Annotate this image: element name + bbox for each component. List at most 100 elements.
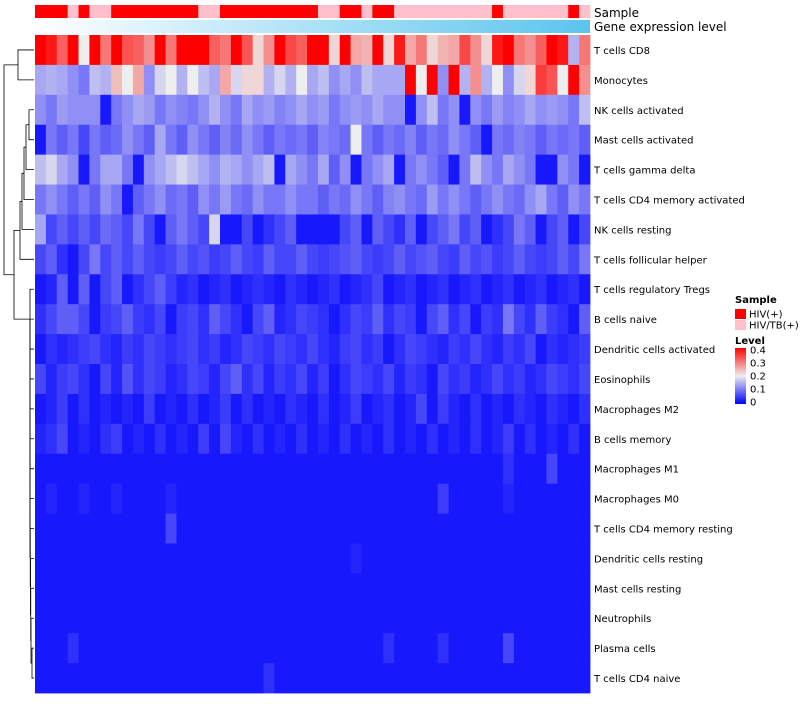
heatmap-cell	[252, 513, 264, 544]
heatmap-cell	[274, 423, 286, 455]
heatmap-cell	[535, 393, 547, 425]
heatmap-cell	[448, 423, 460, 455]
heatmap-cell	[56, 184, 69, 215]
heatmap-cell	[89, 274, 101, 305]
heatmap-cell	[307, 633, 319, 664]
heatmap-cell	[307, 304, 319, 335]
heatmap-cell	[502, 334, 515, 365]
row-dendrogram	[3, 49, 34, 679]
heatmap-cell	[437, 154, 449, 185]
heatmap-cell	[285, 154, 297, 185]
heatmap-cell	[35, 274, 47, 305]
heatmap-cell	[394, 124, 406, 156]
heatmap-cell	[89, 453, 101, 485]
heatmap-cell	[502, 184, 515, 215]
heatmap-cell	[481, 64, 493, 96]
heatmap-cell	[437, 543, 449, 574]
heatmap-cell	[296, 94, 308, 126]
heatmap-cell	[502, 603, 515, 634]
heatmap-cell	[492, 244, 504, 275]
heatmap-cell	[426, 423, 439, 455]
heatmap-cell	[307, 214, 319, 245]
heatmap-cell	[132, 573, 145, 604]
heatmap-cell	[568, 274, 580, 305]
legend-tick-label: 0	[750, 398, 756, 409]
heatmap-cell	[470, 154, 482, 185]
heatmap-cell	[241, 244, 254, 275]
heatmap-cell	[448, 543, 460, 574]
heatmap-cell	[176, 663, 188, 694]
sample-annotation-cell	[274, 5, 286, 18]
heatmap-cell	[35, 334, 47, 365]
heatmap-cell	[535, 543, 547, 574]
heatmap-cell	[448, 35, 460, 66]
heatmap-cell	[307, 124, 319, 156]
heatmap-cell	[546, 64, 558, 96]
heatmap-cell	[317, 184, 330, 215]
heatmap-cell	[100, 94, 112, 126]
heatmap-cell	[535, 573, 547, 604]
heatmap-cell	[165, 124, 177, 156]
heatmap-cell	[122, 364, 134, 395]
heatmap-cell	[35, 393, 47, 425]
heatmap-cell	[56, 393, 69, 425]
heatmap-cell	[285, 184, 297, 215]
heatmap-cell	[557, 663, 569, 694]
heatmap-cell	[546, 633, 558, 664]
heatmap-cell	[263, 214, 275, 245]
heatmap-cell	[198, 423, 210, 455]
heatmap-cell	[263, 513, 275, 544]
heatmap-cell	[45, 124, 58, 156]
heatmap-cell	[89, 214, 101, 245]
heatmap-cell	[546, 513, 558, 544]
heatmap-cell	[143, 663, 156, 694]
heatmap-cell	[437, 483, 449, 514]
heatmap-cell	[459, 483, 471, 514]
heatmap-cell	[296, 64, 308, 96]
heatmap-cell	[448, 124, 460, 156]
heatmap-cell	[524, 483, 536, 514]
heatmap-cell	[394, 364, 406, 395]
heatmap-cell	[307, 244, 319, 275]
heatmap-cell	[263, 393, 275, 425]
heatmap-cell	[361, 573, 373, 604]
heatmap-cell	[35, 304, 47, 335]
heatmap-cell	[415, 633, 428, 664]
heatmap-cell	[546, 94, 558, 126]
heatmap-cell	[220, 184, 232, 215]
heatmap-cell	[361, 364, 373, 395]
row-label: Macrophages M2	[594, 405, 679, 416]
heatmap-cell	[241, 334, 254, 365]
heatmap-cell	[230, 64, 243, 96]
heatmap-cell	[67, 543, 79, 574]
heatmap-cell	[394, 633, 406, 664]
heatmap-cell	[143, 364, 156, 395]
heatmap-cell	[154, 94, 166, 126]
row-label: B cells memory	[594, 435, 671, 446]
heatmap-cell	[263, 633, 275, 664]
heatmap-cell	[198, 214, 210, 245]
heatmap-cell	[132, 334, 145, 365]
heatmap-cell	[89, 423, 101, 455]
heatmap-cell	[339, 543, 351, 574]
heatmap-cell	[78, 244, 90, 275]
heatmap-cell	[579, 483, 591, 514]
heatmap-cell	[328, 423, 341, 455]
heatmap-cell	[524, 35, 536, 66]
heatmap-cell	[481, 274, 493, 305]
heatmap-cell	[502, 453, 515, 485]
heatmap-cell	[502, 364, 515, 395]
heatmap-cell	[263, 35, 275, 66]
heatmap-cell	[122, 184, 134, 215]
heatmap-cell	[78, 663, 90, 694]
heatmap-cell	[535, 483, 547, 514]
heatmap-cell	[176, 304, 188, 335]
heatmap-cell	[535, 64, 547, 96]
heatmap-cell	[230, 483, 243, 514]
gene-expression-annotation-bar	[35, 20, 590, 33]
heatmap-cell	[426, 244, 439, 275]
heatmap-cell	[165, 483, 177, 514]
heatmap-cell	[274, 214, 286, 245]
heatmap-cell	[220, 64, 232, 96]
